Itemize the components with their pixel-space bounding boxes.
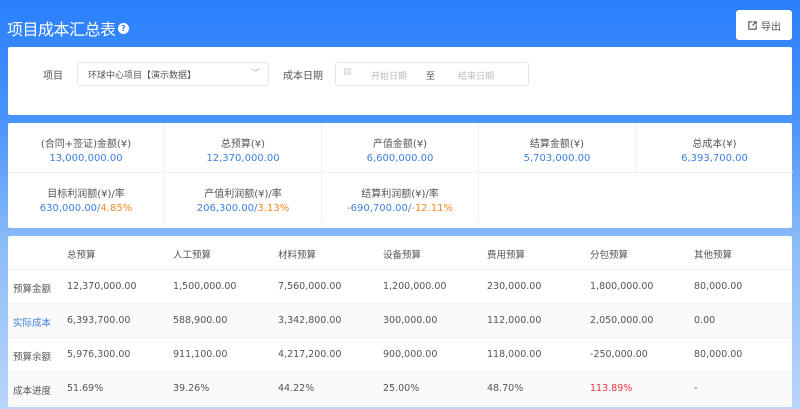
export-icon	[748, 20, 757, 30]
table-cell: 6,393,700.00	[67, 315, 131, 326]
stat-settlement-profit: 结算利润额(¥)/率 -690,700.00/-12.11%	[322, 173, 479, 223]
stat-value: 630,000.00	[39, 203, 98, 214]
question-circle-icon[interactable]: ?	[117, 22, 129, 34]
export-label: 导出	[761, 21, 781, 33]
column-header: 分包预算	[590, 250, 629, 261]
stat-output-amount: 产值金额(¥) 6,600,000.00	[322, 123, 479, 173]
table-cell: 1,500,000.00	[173, 281, 237, 292]
column-header: 设备预算	[383, 250, 422, 261]
table-cell: 39.26%	[173, 383, 210, 394]
date-label: 成本日期	[283, 71, 323, 82]
stat-value: 13,000,000.00	[49, 153, 123, 164]
stat-settlement-amount: 结算金额(¥) 5,703,000.00	[479, 123, 636, 173]
table-cell: 1,200,000.00	[383, 281, 447, 292]
range-separator: 至	[426, 72, 436, 82]
calendar-icon: ▤	[343, 67, 352, 77]
stat-label: 结算利润额(¥)/率	[361, 189, 439, 200]
page-title: 项目成本汇总表?	[7, 16, 129, 40]
table-cell: 2,050,000.00	[590, 315, 654, 326]
stat-total-cost: 总成本(¥) 6,393,700.00	[636, 123, 793, 173]
chevron-down-icon: ﹀	[250, 69, 260, 79]
table-cell: 80,000.00	[694, 281, 743, 292]
column-header: 人工预算	[173, 250, 212, 261]
project-select[interactable]: 环球中心项目【演示数据】 ﹀	[77, 62, 269, 86]
table-row: 实际成本 6,393,700.00 588,900.00 3,342,800.00 30…	[8, 304, 792, 338]
table-cell: 25.00%	[383, 383, 420, 394]
table-cell: 118,000.00	[487, 349, 542, 360]
table-row: 预算金额 12,370,000.00 1,500,000.00 7,560,000.0…	[8, 270, 792, 304]
table-cell: 7,560,000.00	[278, 281, 342, 292]
stat-label: 结算金额(¥)	[529, 139, 585, 150]
table-cell: 113.89%	[590, 383, 633, 394]
table-cell: 588,900.00	[173, 315, 228, 326]
export-button[interactable]: 导出	[736, 10, 792, 40]
table-cell: 3,342,800.00	[278, 315, 342, 326]
page-title-text: 项目成本汇总表	[7, 20, 116, 39]
column-header: 总预算	[67, 250, 96, 261]
row-label: 预算金额	[13, 284, 52, 295]
stat-value: 6,600,000.00	[366, 153, 434, 164]
project-label: 项目	[43, 71, 63, 82]
table-cell: 112,000.00	[487, 315, 542, 326]
actual-cost-link[interactable]: 实际成本	[13, 318, 52, 329]
table-cell: -250,000.00	[590, 349, 648, 360]
stat-rate: 4.85%	[100, 203, 133, 214]
stat-value: 6,393,700.00	[681, 153, 748, 164]
filter-panel: 项目 环球中心项目【演示数据】 ﹀ 成本日期 ▤ 开始日期 至 结束日期	[8, 47, 792, 115]
table-cell: 0.00	[694, 315, 716, 326]
table-cell: 1,800,000.00	[590, 281, 654, 292]
table-cell: 44.22%	[278, 383, 315, 394]
stat-label: 总成本(¥)	[692, 139, 737, 150]
end-date-input[interactable]: 结束日期	[458, 72, 495, 82]
table-row: 预算余额 5,976,300.00 911,100.00 4,217,200.00 90…	[8, 338, 792, 372]
row-label: 预算余额	[13, 352, 52, 363]
table-row: 成本进度 51.69% 39.26% 44.22% 25.00% 48.70% 113.89…	[8, 372, 792, 406]
table-cell: 4,217,200.00	[278, 349, 342, 360]
stat-rate: -12.11%	[411, 203, 453, 214]
table-cell: 48.70%	[487, 383, 524, 394]
table-cell: 12,370,000.00	[67, 281, 137, 292]
row-label: 成本进度	[13, 386, 52, 397]
table-cell: 230,000.00	[487, 281, 542, 292]
table-cell: 80,000.00	[694, 349, 743, 360]
stat-target-profit: 目标利润额(¥)/率 630,000.00/4.85%	[8, 173, 165, 223]
stat-rate: 3.13%	[257, 203, 290, 214]
stat-label: 目标利润额(¥)/率	[47, 189, 125, 200]
column-header: 材料预算	[278, 250, 317, 261]
stat-label: 产值利润额(¥)/率	[204, 189, 282, 200]
stat-label: (合同+签证)金额(¥)	[40, 139, 132, 150]
stat-contract-amount: (合同+签证)金额(¥) 13,000,000.00	[8, 123, 165, 173]
table-cell: -	[694, 383, 698, 394]
stat-label: 总预算(¥)	[220, 139, 266, 150]
stat-value: -690,700.00	[347, 203, 408, 214]
project-value: 环球中心项目【演示数据】	[88, 71, 197, 81]
budget-table: 总预算 人工预算 材料预算 设备预算 费用预算 分包预算 其他预算预算金额 12,370,00…	[8, 236, 792, 407]
table-cell: 300,000.00	[383, 315, 438, 326]
table-header-row: 总预算 人工预算 材料预算 设备预算 费用预算 分包预算 其他预算	[8, 236, 792, 270]
table-cell: 911,100.00	[173, 349, 228, 360]
stat-output-profit: 产值利润额(¥)/率 206,300.00/3.13%	[165, 173, 322, 223]
stat-value: 12,370,000.00	[206, 153, 280, 164]
stat-value: 206,300.00	[196, 203, 255, 214]
start-date-input[interactable]: 开始日期	[371, 72, 408, 82]
stat-label: 产值金额(¥)	[372, 139, 428, 150]
stats-panel: (合同+签证)金额(¥) 13,000,000.00 总预算(¥) 12,370,0…	[8, 123, 793, 228]
column-header: 费用预算	[487, 250, 526, 261]
column-header: 其他预算	[694, 250, 733, 261]
date-range-picker[interactable]: ▤ 开始日期 至 结束日期	[335, 62, 529, 86]
table-cell: 51.69%	[67, 383, 104, 394]
table-cell: 900,000.00	[383, 349, 438, 360]
stat-value: 5,703,000.00	[523, 153, 591, 164]
stat-total-budget: 总预算(¥) 12,370,000.00	[165, 123, 322, 173]
table-cell: 5,976,300.00	[67, 349, 131, 360]
